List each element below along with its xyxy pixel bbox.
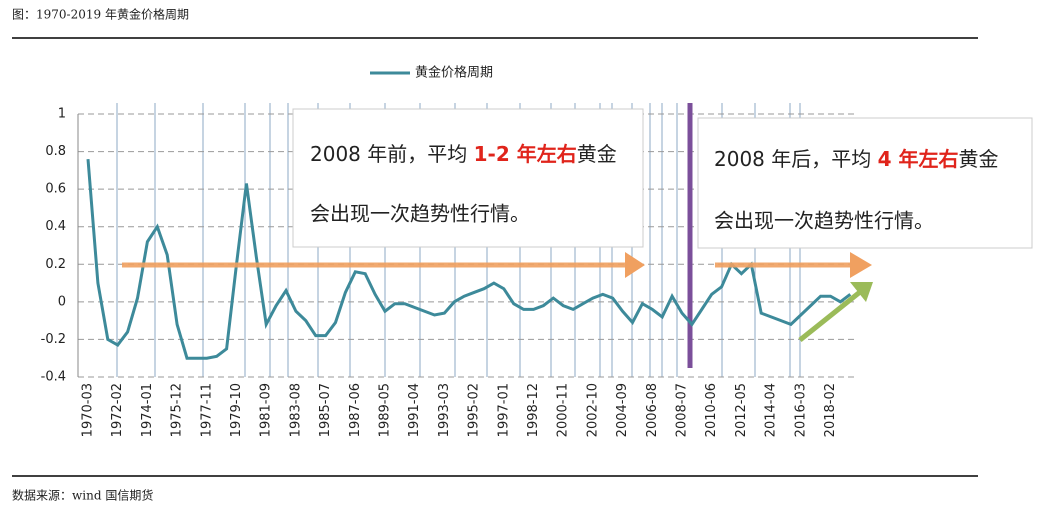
x-tick-label: 2012-05 <box>734 383 749 437</box>
x-tick-label: 2002-10 <box>585 383 600 437</box>
source: 数据来源：wind 国信期货 <box>12 488 153 503</box>
annotation-text: 黄金 <box>577 142 617 166</box>
series-line <box>86 158 852 360</box>
x-tick-label: 1989-05 <box>378 383 393 437</box>
y-tick-label: 0.8 <box>45 144 66 159</box>
arrow-head <box>850 252 872 278</box>
x-tick-label: 1974-01 <box>140 383 155 437</box>
annotation: 2008 年前，平均 1-2 年左右黄金 <box>310 142 617 166</box>
annotation-highlight: 1-2 年左右 <box>474 142 577 166</box>
x-tick-label: 1977-11 <box>199 383 214 437</box>
x-tick-label: 1972-02 <box>110 383 125 437</box>
x-tick-label: 1991-04 <box>407 383 422 437</box>
x-tick-label: 1979-10 <box>229 383 244 437</box>
x-tick-label: 1998-12 <box>526 383 541 437</box>
annotation-text: 2008 年前，平均 <box>310 142 474 166</box>
annotation: 会出现一次趋势性行情。 <box>310 202 530 226</box>
y-tick-label: 0.2 <box>45 257 66 272</box>
arrows <box>122 252 873 342</box>
x-tick-label: 2018-02 <box>823 383 838 437</box>
annotation: 会出现一次趋势性行情。 <box>714 209 934 233</box>
x-tick-label: 2008-07 <box>675 383 690 437</box>
annotation-text: 黄金 <box>959 147 999 171</box>
legend-label: 黄金价格周期 <box>415 65 493 81</box>
y-tick-label: 0 <box>58 294 66 309</box>
y-tick-label: 0.4 <box>45 219 66 234</box>
x-tick-label: 1997-01 <box>496 383 511 437</box>
x-tick-label: 2004-09 <box>615 383 630 437</box>
x-tick-label: 1987-06 <box>348 383 363 437</box>
x-tick-label: 2006-08 <box>645 383 660 437</box>
x-tick-label: 2010-06 <box>704 383 719 437</box>
x-tick-label: 2000-11 <box>556 383 571 437</box>
x-tick-label: 1995-02 <box>467 383 482 437</box>
x-tick-label: 1985-07 <box>318 383 333 437</box>
x-tick-label: 1970-03 <box>81 383 96 437</box>
y-tick-label: 0.6 <box>45 182 66 197</box>
y-tick-label: -0.4 <box>41 370 66 385</box>
x-tick-label: 1975-12 <box>170 383 185 437</box>
annotation-highlight: 4 年左右 <box>878 147 959 171</box>
annotation-text: 2008 年后，平均 <box>714 147 878 171</box>
annotation-box <box>697 117 1033 249</box>
arrow-head <box>625 252 645 278</box>
annotation: 2008 年后，平均 4 年左右黄金 <box>714 147 999 171</box>
x-tick-label: 2016-03 <box>793 383 808 437</box>
x-tick-label: 2014-04 <box>764 383 779 437</box>
x-tick-label: 1981-09 <box>259 383 274 437</box>
arrow-shaft <box>798 290 862 342</box>
y-tick-label: 1 <box>58 107 66 122</box>
annotation-box <box>292 108 644 248</box>
x-tick-label: 1993-03 <box>437 383 452 437</box>
x-tick-label: 1983-08 <box>288 383 303 437</box>
chart-title: 图：1970-2019 年黄金价格周期 <box>12 7 189 22</box>
arrow-head <box>850 282 873 302</box>
y-tick-label: -0.2 <box>41 332 66 347</box>
